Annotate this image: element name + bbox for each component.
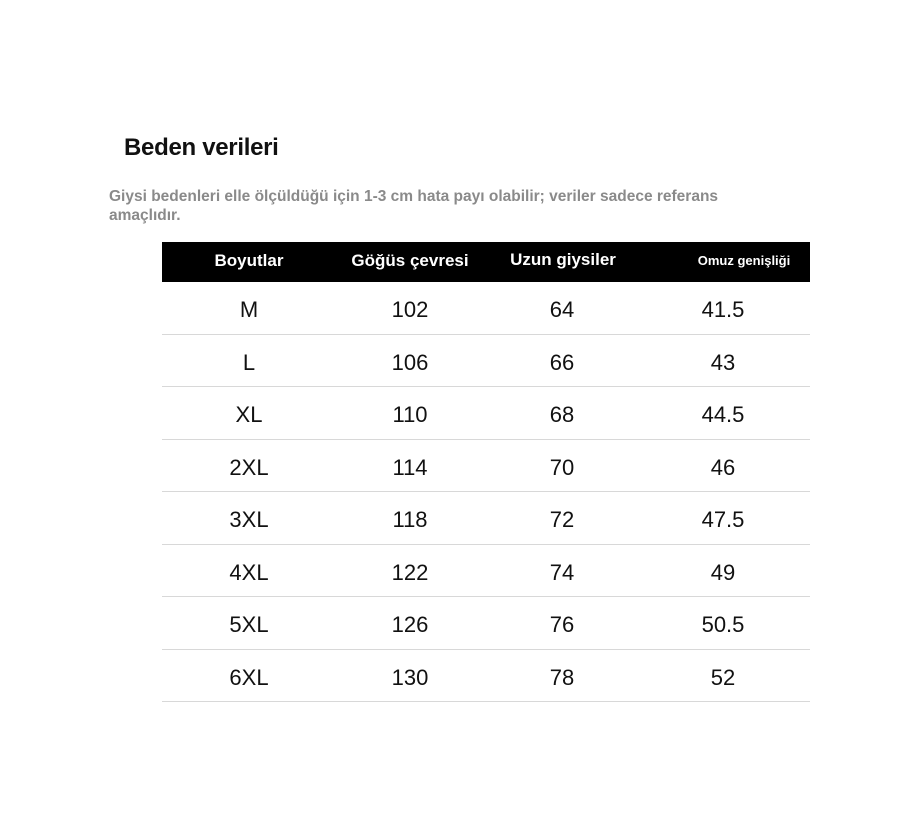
table-row: L 106 66 43	[162, 335, 810, 387]
cell-length: 68	[549, 402, 575, 427]
table-row: XL 110 68 44.5	[162, 387, 810, 440]
table-row: M 102 64 41.5	[162, 282, 810, 335]
measurement-note: Giysi bedenleri elle ölçüldüğü için 1-3 …	[109, 188, 719, 224]
cell-shoulder: 52	[710, 664, 736, 690]
cell-shoulder: 41.5	[701, 297, 745, 322]
header-length: Uzun giysiler	[510, 250, 616, 269]
cell-shoulder: 43	[710, 349, 736, 375]
cell-length: 78	[549, 664, 575, 690]
cell-shoulder: 46	[710, 454, 736, 480]
cell-chest: 126	[391, 612, 429, 637]
cell-chest: 114	[392, 454, 428, 480]
cell-size: 5XL	[229, 612, 269, 637]
cell-size: 4XL	[229, 559, 269, 585]
cell-length: 70	[549, 454, 575, 480]
cell-size: 3XL	[229, 507, 269, 532]
cell-size: 2XL	[229, 454, 269, 480]
cell-length: 76	[549, 612, 575, 637]
header-size: Boyutlar	[214, 251, 284, 270]
cell-shoulder: 50.5	[701, 612, 745, 637]
cell-length: 64	[549, 297, 575, 322]
cell-chest: 130	[391, 664, 429, 690]
cell-chest: 118	[392, 507, 428, 532]
page-title: Beden verileri	[124, 134, 279, 161]
table-row: 4XL 122 74 49	[162, 545, 810, 597]
table-row: 3XL 118 72 47.5	[162, 492, 810, 545]
cell-size: 6XL	[229, 664, 269, 690]
cell-size: M	[239, 297, 259, 322]
size-table: Boyutlar Göğüs çevresi Uzun giysiler Omu…	[162, 242, 810, 702]
cell-chest: 102	[391, 297, 429, 322]
cell-chest: 122	[391, 559, 429, 585]
cell-shoulder: 44.5	[701, 402, 745, 427]
table-row: 5XL 126 76 50.5	[162, 597, 810, 650]
table-header: Boyutlar Göğüs çevresi Uzun giysiler Omu…	[162, 242, 810, 282]
cell-chest: 110	[392, 402, 428, 427]
table-row: 6XL 130 78 52	[162, 650, 810, 702]
cell-shoulder: 47.5	[701, 507, 745, 532]
cell-chest: 106	[391, 349, 429, 375]
cell-length: 72	[549, 507, 575, 532]
cell-size: XL	[235, 402, 263, 427]
cell-size: L	[242, 349, 256, 375]
header-shoulder: Omuz genişliği	[697, 253, 791, 268]
cell-length: 74	[549, 559, 575, 585]
cell-length: 66	[549, 349, 575, 375]
cell-shoulder: 49	[710, 559, 736, 585]
header-chest: Göğüs çevresi	[351, 251, 469, 270]
table-row: 2XL 114 70 46	[162, 440, 810, 492]
